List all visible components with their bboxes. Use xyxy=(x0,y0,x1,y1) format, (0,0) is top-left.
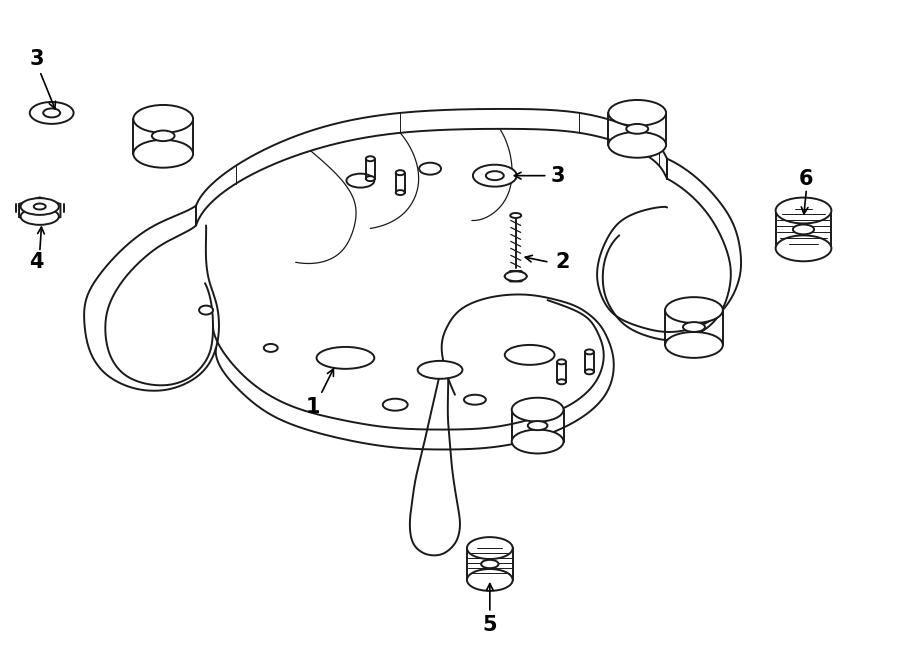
Ellipse shape xyxy=(396,170,405,175)
Ellipse shape xyxy=(557,379,566,384)
Ellipse shape xyxy=(34,204,46,210)
Text: 4: 4 xyxy=(30,253,44,272)
Ellipse shape xyxy=(527,421,547,430)
Ellipse shape xyxy=(396,190,405,195)
Ellipse shape xyxy=(510,213,521,218)
Ellipse shape xyxy=(793,225,814,235)
Ellipse shape xyxy=(608,132,666,158)
Text: 2: 2 xyxy=(555,253,570,272)
Ellipse shape xyxy=(199,305,213,315)
Ellipse shape xyxy=(467,569,513,591)
Ellipse shape xyxy=(366,156,374,161)
Ellipse shape xyxy=(152,130,175,141)
Ellipse shape xyxy=(382,399,408,410)
Text: 1: 1 xyxy=(305,397,320,416)
Ellipse shape xyxy=(366,176,374,181)
Ellipse shape xyxy=(665,332,723,358)
Ellipse shape xyxy=(317,347,374,369)
Ellipse shape xyxy=(776,235,832,261)
Text: 3: 3 xyxy=(550,166,565,186)
Ellipse shape xyxy=(133,140,194,168)
Ellipse shape xyxy=(608,100,666,126)
Ellipse shape xyxy=(505,345,554,365)
Ellipse shape xyxy=(585,369,594,374)
Ellipse shape xyxy=(585,350,594,354)
Ellipse shape xyxy=(30,102,74,124)
Ellipse shape xyxy=(464,395,486,405)
Ellipse shape xyxy=(21,208,58,225)
Text: 5: 5 xyxy=(482,615,497,635)
Ellipse shape xyxy=(133,105,194,133)
Ellipse shape xyxy=(346,174,374,188)
Ellipse shape xyxy=(467,537,513,559)
Ellipse shape xyxy=(486,171,504,180)
Ellipse shape xyxy=(472,165,517,186)
Text: 6: 6 xyxy=(799,169,814,188)
Polygon shape xyxy=(505,271,526,282)
Ellipse shape xyxy=(43,108,60,118)
Ellipse shape xyxy=(264,344,278,352)
Ellipse shape xyxy=(482,560,499,568)
Ellipse shape xyxy=(418,361,463,379)
Ellipse shape xyxy=(776,198,832,223)
Text: 3: 3 xyxy=(30,49,44,69)
Ellipse shape xyxy=(683,322,705,332)
Ellipse shape xyxy=(512,430,563,453)
Ellipse shape xyxy=(419,163,441,175)
Ellipse shape xyxy=(626,124,648,134)
Ellipse shape xyxy=(21,198,58,215)
Ellipse shape xyxy=(665,297,723,323)
Polygon shape xyxy=(19,198,60,223)
Ellipse shape xyxy=(557,360,566,364)
Ellipse shape xyxy=(512,398,563,422)
Ellipse shape xyxy=(505,271,526,281)
